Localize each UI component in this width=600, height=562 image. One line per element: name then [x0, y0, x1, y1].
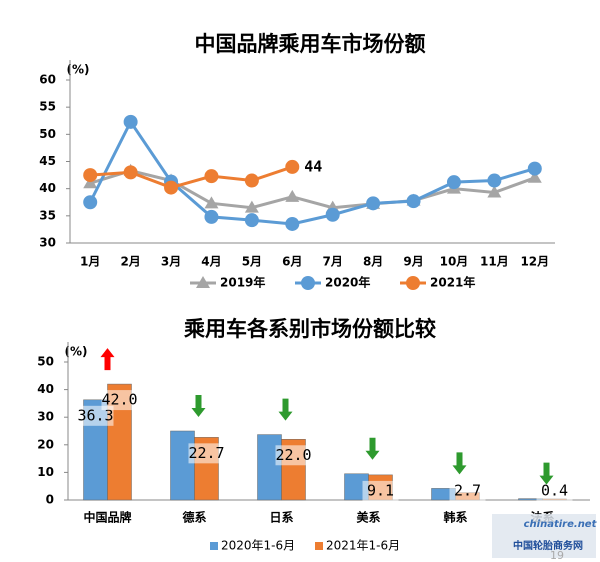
- x-tick-label: 中国品牌: [83, 510, 131, 525]
- x-tick-label: 德系: [182, 510, 206, 525]
- y-tick-label: 30: [39, 236, 56, 250]
- point-marker: [123, 114, 138, 129]
- x-tick-label: 1月: [80, 255, 100, 269]
- x-tick-label: 3月: [161, 255, 181, 269]
- y-tick-label: 60: [39, 73, 56, 87]
- y-tick-label: 10: [37, 465, 54, 479]
- series-line: [90, 165, 293, 190]
- down-arrow: [539, 462, 554, 485]
- point-marker: [244, 200, 259, 213]
- data-label-box: [536, 481, 573, 501]
- point-marker: [196, 276, 210, 288]
- data-label-box: [275, 445, 312, 466]
- watermark-box: [492, 514, 596, 558]
- point-marker: [406, 194, 421, 209]
- x-tick-label: 2月: [120, 255, 140, 269]
- x-tick-label: 12月: [520, 255, 549, 269]
- data-label-box: [188, 443, 225, 464]
- point-marker: [83, 168, 98, 183]
- x-tick-label: 11月: [480, 255, 509, 269]
- series-line: [89, 169, 536, 210]
- y-axis-label: (%): [65, 345, 88, 359]
- point-marker: [325, 207, 340, 222]
- x-tick-label: 韩系: [443, 510, 467, 525]
- y-tick-label: 0: [46, 493, 54, 507]
- data-label: 2.7: [454, 482, 481, 500]
- y-tick-label: 55: [39, 100, 56, 114]
- legend-label: 2020年: [325, 275, 370, 290]
- watermark-name: 中国轮胎商务网: [513, 539, 583, 552]
- data-label-box: [449, 481, 486, 501]
- data-label-box: [362, 480, 399, 501]
- watermark-site: chinatire.net: [524, 519, 598, 530]
- y-tick-label: 40: [39, 181, 56, 195]
- legend-label: 2021年: [430, 275, 475, 290]
- x-tick-label: 美系: [356, 510, 380, 525]
- chart-title: 中国品牌乘用车市场份额: [195, 32, 426, 56]
- point-marker: [527, 170, 542, 183]
- point-marker: [204, 196, 219, 209]
- chart-title: 乘用车各系别市场份额比较: [183, 317, 436, 341]
- y-tick-label: 35: [39, 208, 56, 222]
- data-label: 9.1: [367, 481, 394, 499]
- x-tick-label: 6月: [282, 255, 302, 269]
- point-marker: [406, 276, 420, 290]
- x-tick-label: 4月: [201, 255, 221, 269]
- x-tick-label: 10月: [440, 255, 469, 269]
- data-label: 42.0: [101, 391, 137, 409]
- point-marker: [301, 276, 315, 290]
- legend-label: 2021年1-6月: [326, 539, 400, 553]
- down-arrow: [365, 437, 380, 460]
- point-marker: [83, 176, 98, 189]
- point-marker: [527, 161, 542, 176]
- legend-swatch: [315, 542, 323, 550]
- data-label: 22.0: [275, 446, 311, 464]
- legend-label: 2019年: [220, 275, 265, 290]
- point-marker: [204, 209, 219, 224]
- bar: [257, 434, 282, 501]
- up-arrow: [100, 348, 115, 371]
- y-tick-label: 40: [37, 382, 54, 396]
- data-label-box: [77, 405, 114, 426]
- point-marker: [285, 189, 300, 202]
- point-marker: [446, 175, 461, 190]
- bar: [170, 430, 195, 501]
- point-marker: [164, 180, 179, 195]
- y-axis-label: (%): [67, 63, 90, 77]
- data-label: 22.7: [188, 444, 224, 462]
- legend-label: 2020年1-6月: [221, 539, 295, 553]
- x-tick-label: 5月: [242, 255, 262, 269]
- down-arrow: [278, 398, 293, 421]
- charts: 中国品牌乘用车市场份额 (%) 30 35 40 45 50 55 60 1月 2月 3月 4月 5月 6月…: [37, 32, 590, 553]
- y-tick-label: 20: [37, 437, 54, 451]
- data-label: 36.3: [77, 406, 113, 424]
- y-tick-label: 45: [39, 154, 56, 168]
- x-tick-label: 9月: [403, 255, 423, 269]
- legend-swatch: [210, 542, 218, 550]
- point-marker: [244, 173, 259, 188]
- point-marker: [285, 216, 300, 231]
- point-marker: [366, 196, 381, 211]
- data-label: 0.4: [541, 482, 568, 500]
- x-tick-label: 日系: [269, 510, 293, 525]
- x-tick-label: 7月: [323, 255, 343, 269]
- x-tick-label: 8月: [363, 255, 383, 269]
- y-tick-label: 50: [39, 127, 56, 141]
- point-marker: [83, 195, 98, 210]
- down-arrow: [191, 395, 206, 417]
- data-label: 44: [304, 157, 322, 175]
- data-label-box: [101, 390, 138, 411]
- point-marker: [285, 159, 300, 174]
- point-marker: [487, 185, 502, 198]
- y-tick-label: 50: [37, 355, 54, 369]
- point-marker: [487, 173, 502, 188]
- point-marker: [204, 169, 219, 184]
- down-arrow: [452, 452, 467, 475]
- y-tick-label: 30: [37, 410, 54, 424]
- page-number: 19: [550, 549, 564, 562]
- point-marker: [244, 213, 259, 228]
- point-marker: [123, 165, 138, 180]
